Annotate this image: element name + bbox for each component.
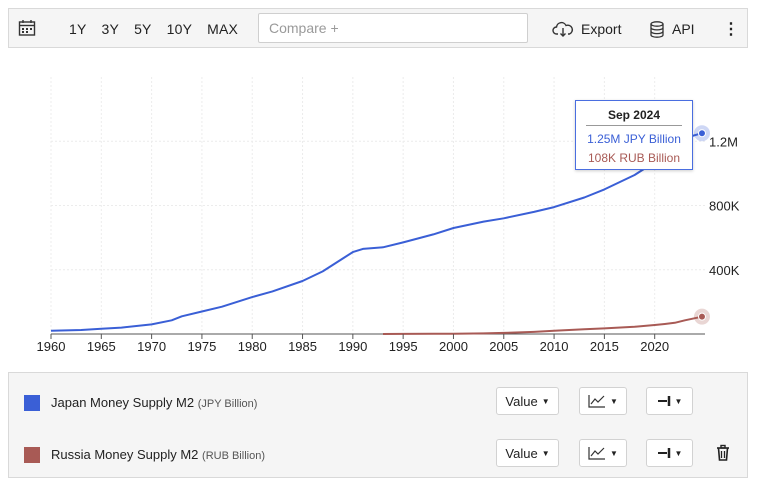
chevron-down-icon: ▼: [541, 448, 550, 458]
y-axis-ticks: 400K 800K 1.2M: [709, 134, 740, 278]
range-5y-button[interactable]: 5Y: [134, 21, 152, 37]
x-tick-label: 2000: [439, 339, 468, 354]
calendar-icon[interactable]: [18, 19, 36, 37]
russia-color-swatch[interactable]: [24, 447, 40, 463]
x-tick-label: 2020: [640, 339, 669, 354]
line-chart: 1960 1965 1970 1975 1980 1985 1990 1995 2000 2005…: [37, 77, 740, 354]
range-10y-button[interactable]: 10Y: [166, 21, 193, 37]
time-range-selector: 1Y 3Y 5Y 10Y MAX: [69, 9, 253, 49]
russia-hover-point: [697, 312, 706, 321]
cloud-download-icon: [552, 21, 574, 37]
more-options-icon[interactable]: ⋮: [723, 21, 739, 38]
legend-row-russia: Russia Money Supply M2 (RUB Billion) Val…: [9, 427, 749, 479]
compare-input[interactable]: [258, 13, 528, 43]
chevron-down-icon: ▼: [674, 396, 683, 406]
axis-icon: [657, 396, 670, 406]
toolbar: 1Y 3Y 5Y 10Y MAX Export API ⋮: [8, 8, 748, 48]
japan-color-swatch[interactable]: [24, 395, 40, 411]
series-legend: Japan Money Supply M2 (JPY Billion) Valu…: [8, 372, 748, 478]
chart-tooltip: Sep 2024 1.25M JPY Billion 108K RUB Bill…: [575, 100, 693, 170]
japan-axis-dropdown[interactable]: ▼: [646, 387, 693, 415]
legend-row-japan: Japan Money Supply M2 (JPY Billion) Valu…: [9, 375, 749, 427]
x-tick-label: 1965: [87, 339, 116, 354]
hover-markers: [693, 125, 710, 325]
y-tick-label: 400K: [709, 263, 740, 278]
line-chart-icon: [588, 447, 606, 460]
japan-series-unit: (JPY Billion): [197, 398, 258, 410]
api-button[interactable]: API: [650, 9, 695, 49]
japan-series-label: Japan Money Supply M2: [51, 395, 195, 410]
x-tick-label: 1960: [37, 339, 66, 354]
database-icon: [650, 20, 664, 38]
trash-icon[interactable]: [713, 443, 733, 463]
russia-series-label: Russia Money Supply M2: [51, 447, 199, 462]
russia-axis-dropdown[interactable]: ▼: [646, 439, 693, 467]
russia-value-dropdown[interactable]: Value ▼: [496, 439, 559, 467]
x-tick-label: 2005: [489, 339, 518, 354]
chevron-down-icon: ▼: [610, 448, 618, 458]
japan-value-label: Value: [505, 393, 538, 409]
axis-icon: [657, 448, 670, 458]
line-chart-icon: [588, 395, 606, 408]
russia-series-unit: (RUB Billion): [202, 450, 265, 462]
x-tick-label: 2015: [590, 339, 619, 354]
x-tick-label: 1985: [288, 339, 317, 354]
x-tick-label: 2010: [540, 339, 569, 354]
chart-series: [50, 132, 703, 335]
range-1y-button[interactable]: 1Y: [69, 21, 87, 37]
range-3y-button[interactable]: 3Y: [101, 21, 120, 37]
japan-value-dropdown[interactable]: Value ▼: [496, 387, 559, 415]
x-tick-label: 1975: [187, 339, 216, 354]
japan-series-name: Japan Money Supply M2 (JPY Billion): [51, 395, 257, 410]
russia-chart-type-dropdown[interactable]: ▼: [579, 439, 627, 467]
chevron-down-icon: ▼: [674, 448, 683, 458]
japan-hover-point: [697, 129, 706, 138]
tooltip-japan-value: 1.25M JPY Billion: [587, 132, 681, 146]
x-tick-label: 1980: [238, 339, 267, 354]
chevron-down-icon: ▼: [541, 396, 550, 406]
range-max-button[interactable]: MAX: [207, 21, 239, 37]
russia-series-name: Russia Money Supply M2 (RUB Billion): [51, 447, 265, 462]
export-label: Export: [581, 21, 622, 37]
japan-chart-type-dropdown[interactable]: ▼: [579, 387, 627, 415]
y-tick-label: 1.2M: [709, 134, 738, 149]
x-tick-label: 1990: [338, 339, 367, 354]
api-label: API: [672, 21, 695, 37]
tooltip-date: Sep 2024: [586, 108, 682, 126]
japan-series-line: [50, 132, 703, 332]
x-tick-label: 1995: [389, 339, 418, 354]
export-button[interactable]: Export: [552, 9, 621, 49]
russia-value-label: Value: [505, 445, 538, 461]
x-tick-label: 1970: [137, 339, 166, 354]
x-axis-ticks: 1960 1965 1970 1975 1980 1985 1990 1995 2000 2005…: [37, 334, 669, 354]
tooltip-russia-value: 108K RUB Billion: [587, 151, 681, 165]
y-tick-label: 800K: [709, 199, 740, 214]
chevron-down-icon: ▼: [610, 396, 618, 406]
russia-series-line: [382, 315, 703, 335]
